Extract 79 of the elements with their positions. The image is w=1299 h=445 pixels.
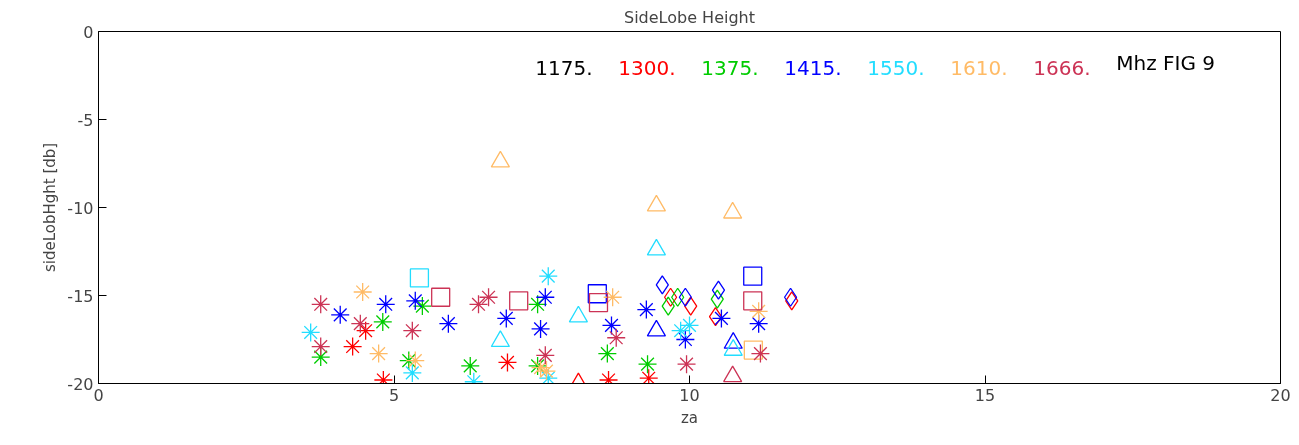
point	[711, 280, 726, 300]
point	[311, 336, 331, 357]
y-tick-label: -20	[67, 374, 94, 394]
point	[535, 345, 555, 365]
point	[402, 363, 422, 383]
x-axis-title: za	[680, 408, 699, 427]
point	[711, 308, 732, 329]
point	[684, 296, 698, 316]
text: 1300.	[618, 55, 676, 80]
point	[342, 336, 363, 357]
chart-title: SideLobe Height	[624, 7, 755, 27]
point	[675, 329, 696, 350]
point	[743, 291, 763, 311]
y-tick-label: -15	[67, 286, 94, 306]
point	[431, 287, 451, 307]
point	[497, 352, 518, 373]
point	[355, 321, 376, 341]
point	[783, 287, 798, 307]
point	[785, 291, 799, 311]
point	[301, 322, 321, 343]
point	[538, 266, 558, 286]
point	[496, 308, 516, 329]
point	[530, 319, 551, 339]
y-tick-label: 0	[83, 22, 94, 42]
point	[710, 289, 724, 309]
point	[509, 291, 529, 311]
point	[330, 305, 350, 325]
point	[749, 301, 769, 321]
point	[588, 292, 609, 313]
point	[368, 343, 389, 364]
point	[678, 287, 693, 307]
point	[663, 287, 678, 307]
point	[536, 361, 557, 381]
point	[655, 275, 669, 295]
x-tick-label: 15	[974, 385, 996, 405]
point	[376, 294, 396, 314]
point	[353, 282, 373, 302]
point	[743, 340, 763, 360]
point	[405, 350, 425, 371]
point	[311, 294, 331, 314]
y-tick-label: -10	[67, 198, 94, 218]
point	[373, 312, 393, 332]
point	[438, 314, 459, 334]
legend-label: 1175.	[535, 55, 593, 80]
text: 1610.	[950, 55, 1008, 80]
point	[311, 347, 331, 367]
annotation: Mhz FIG 9	[1116, 50, 1216, 75]
point	[468, 294, 489, 314]
text: 1666.	[1033, 55, 1091, 80]
x-tick-label: 20	[1270, 385, 1291, 405]
point	[412, 296, 433, 316]
text: 1550.	[867, 55, 925, 80]
point	[460, 356, 480, 376]
text: 1415.	[784, 55, 842, 80]
x-tick-label: 5	[388, 385, 400, 405]
text: 1375.	[701, 55, 759, 80]
point	[750, 343, 771, 364]
point	[402, 321, 422, 341]
y-axis-title: sideLobHght [db]	[41, 142, 60, 273]
point	[670, 321, 691, 341]
point	[679, 315, 700, 336]
point	[743, 266, 763, 286]
point	[587, 284, 607, 304]
point	[405, 291, 425, 311]
point	[637, 354, 658, 374]
y-tick-label: -5	[77, 110, 94, 130]
x-tick-label: 10	[679, 385, 700, 405]
point	[409, 268, 430, 288]
point	[350, 314, 370, 334]
point	[478, 287, 499, 307]
point	[676, 354, 697, 374]
point	[606, 328, 626, 348]
point	[636, 299, 657, 320]
point	[661, 296, 675, 316]
point	[527, 294, 548, 314]
point	[671, 287, 685, 307]
point	[603, 287, 623, 307]
point	[597, 343, 617, 364]
point	[535, 287, 555, 307]
